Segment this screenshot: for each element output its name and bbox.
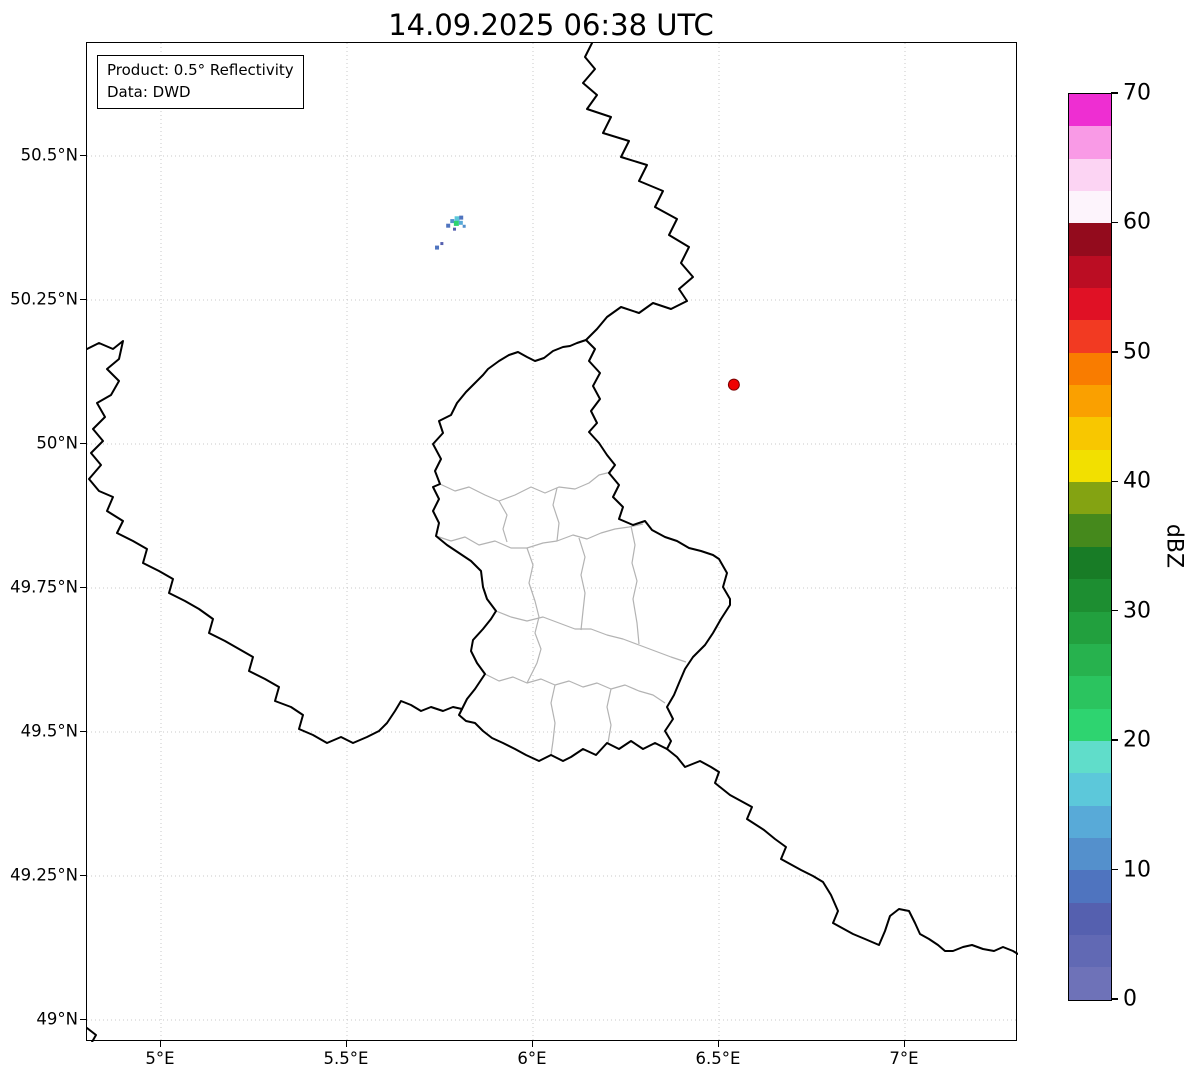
colorbar-segment — [1069, 223, 1111, 256]
colorbar-segment — [1069, 288, 1111, 321]
y-tick-label: 50°N — [36, 433, 78, 453]
radar-site-dot — [727, 378, 740, 391]
colorbar-segment — [1069, 320, 1111, 353]
colorbar-segment — [1069, 805, 1111, 838]
y-tick-mark — [80, 155, 86, 157]
y-tick-mark — [80, 299, 86, 301]
colorbar-axis-label: dBZ — [1161, 523, 1187, 569]
colorbar-tick-label: 60 — [1123, 209, 1151, 235]
colorbar-segment — [1069, 191, 1111, 224]
colorbar-segment — [1069, 158, 1111, 192]
x-tick-label: 6°E — [517, 1049, 547, 1068]
radar-echo-pixel — [459, 215, 464, 220]
colorbar-segment — [1069, 934, 1111, 968]
x-tick-mark — [904, 1041, 906, 1047]
colorbar-tick-mark — [1111, 92, 1118, 94]
y-tick-label: 50.25°N — [10, 289, 78, 309]
colorbar-segment — [1069, 126, 1111, 159]
colorbar-tick-label: 0 — [1123, 986, 1137, 1012]
info-product-line: Product: 0.5° Reflectivity — [107, 61, 294, 79]
y-tick-mark — [80, 875, 86, 877]
grid-lines — [87, 43, 1018, 1042]
y-tick-mark — [80, 587, 86, 589]
colorbar — [1068, 93, 1112, 1001]
colorbar-segment — [1069, 449, 1111, 483]
colorbar-segment — [1069, 902, 1111, 935]
info-source-line: Data: DWD — [107, 82, 191, 101]
colorbar-segment — [1069, 579, 1111, 612]
colorbar-tick-label: 50 — [1123, 339, 1151, 365]
colorbar-tick-mark — [1111, 221, 1118, 224]
radar-echo-pixel — [462, 224, 466, 228]
colorbar-tick-label: 30 — [1123, 598, 1151, 624]
colorbar-segment — [1069, 546, 1111, 580]
x-tick-mark — [532, 1041, 534, 1047]
radar-echo-pixel — [453, 220, 459, 226]
radar-echo-pixel — [450, 219, 455, 224]
x-tick-label: 5.5°E — [323, 1049, 369, 1068]
colorbar-tick-mark — [1111, 351, 1118, 353]
radar-echo-pixel — [435, 245, 440, 250]
colorbar-segment — [1069, 708, 1111, 741]
radar-echo-pixel — [440, 242, 444, 246]
colorbar-segment — [1069, 352, 1111, 386]
colorbar-segment — [1069, 676, 1111, 709]
colorbar-tick-label: 10 — [1123, 857, 1151, 883]
colorbar-segment — [1069, 740, 1111, 774]
y-tick-mark — [80, 443, 86, 445]
y-tick-mark — [80, 1019, 86, 1021]
colorbar-segment — [1069, 870, 1111, 903]
x-tick-label: 6.5°E — [695, 1049, 741, 1068]
info-box: Product: 0.5° Reflectivity Data: DWD — [97, 55, 304, 109]
colorbar-tick-label: 20 — [1123, 727, 1151, 753]
x-tick-mark — [160, 1041, 162, 1047]
x-tick-mark — [718, 1041, 720, 1047]
radar-echo-pixel — [453, 227, 457, 231]
country-borders — [87, 43, 1018, 1042]
colorbar-tick-mark — [1111, 998, 1118, 1000]
radar-echoes — [435, 215, 466, 250]
colorbar-segment — [1069, 385, 1111, 418]
colorbar-tick-label: 70 — [1123, 80, 1151, 106]
colorbar-tick-label: 40 — [1123, 468, 1151, 494]
map-plot-area: Product: 0.5° Reflectivity Data: DWD — [86, 42, 1018, 1042]
colorbar-segment — [1069, 255, 1111, 289]
colorbar-segment — [1069, 482, 1111, 515]
y-tick-label: 49°N — [36, 1009, 78, 1029]
figure-title: 14.09.2025 06:38 UTC — [388, 8, 714, 42]
x-tick-label: 5°E — [145, 1049, 175, 1068]
radar-site-marker — [727, 378, 740, 391]
map-canvas — [87, 43, 1018, 1042]
colorbar-tick-mark — [1111, 868, 1118, 871]
colorbar-segment — [1069, 94, 1111, 127]
colorbar-segment — [1069, 773, 1111, 806]
y-tick-label: 49.25°N — [10, 865, 78, 885]
y-tick-mark — [80, 731, 86, 733]
colorbar-segment — [1069, 967, 1111, 1000]
colorbar-tick-mark — [1111, 480, 1118, 483]
colorbar-tick-mark — [1111, 739, 1118, 741]
colorbar-segment — [1069, 417, 1111, 450]
x-tick-label: 7°E — [889, 1049, 919, 1068]
colorbar-tick-mark — [1111, 609, 1118, 612]
y-tick-label: 50.5°N — [20, 145, 78, 165]
x-tick-mark — [346, 1041, 348, 1047]
y-tick-label: 49.75°N — [10, 577, 78, 597]
colorbar-gradient — [1069, 94, 1111, 1000]
colorbar-segment — [1069, 837, 1111, 871]
y-tick-label: 49.5°N — [20, 721, 78, 741]
colorbar-segment — [1069, 643, 1111, 677]
radar-echo-pixel — [458, 220, 463, 225]
colorbar-segment — [1069, 611, 1111, 644]
district-borders — [435, 471, 687, 756]
colorbar-segment — [1069, 514, 1111, 547]
radar-echo-pixel — [446, 223, 451, 228]
radar-echo-pixel — [454, 216, 460, 222]
